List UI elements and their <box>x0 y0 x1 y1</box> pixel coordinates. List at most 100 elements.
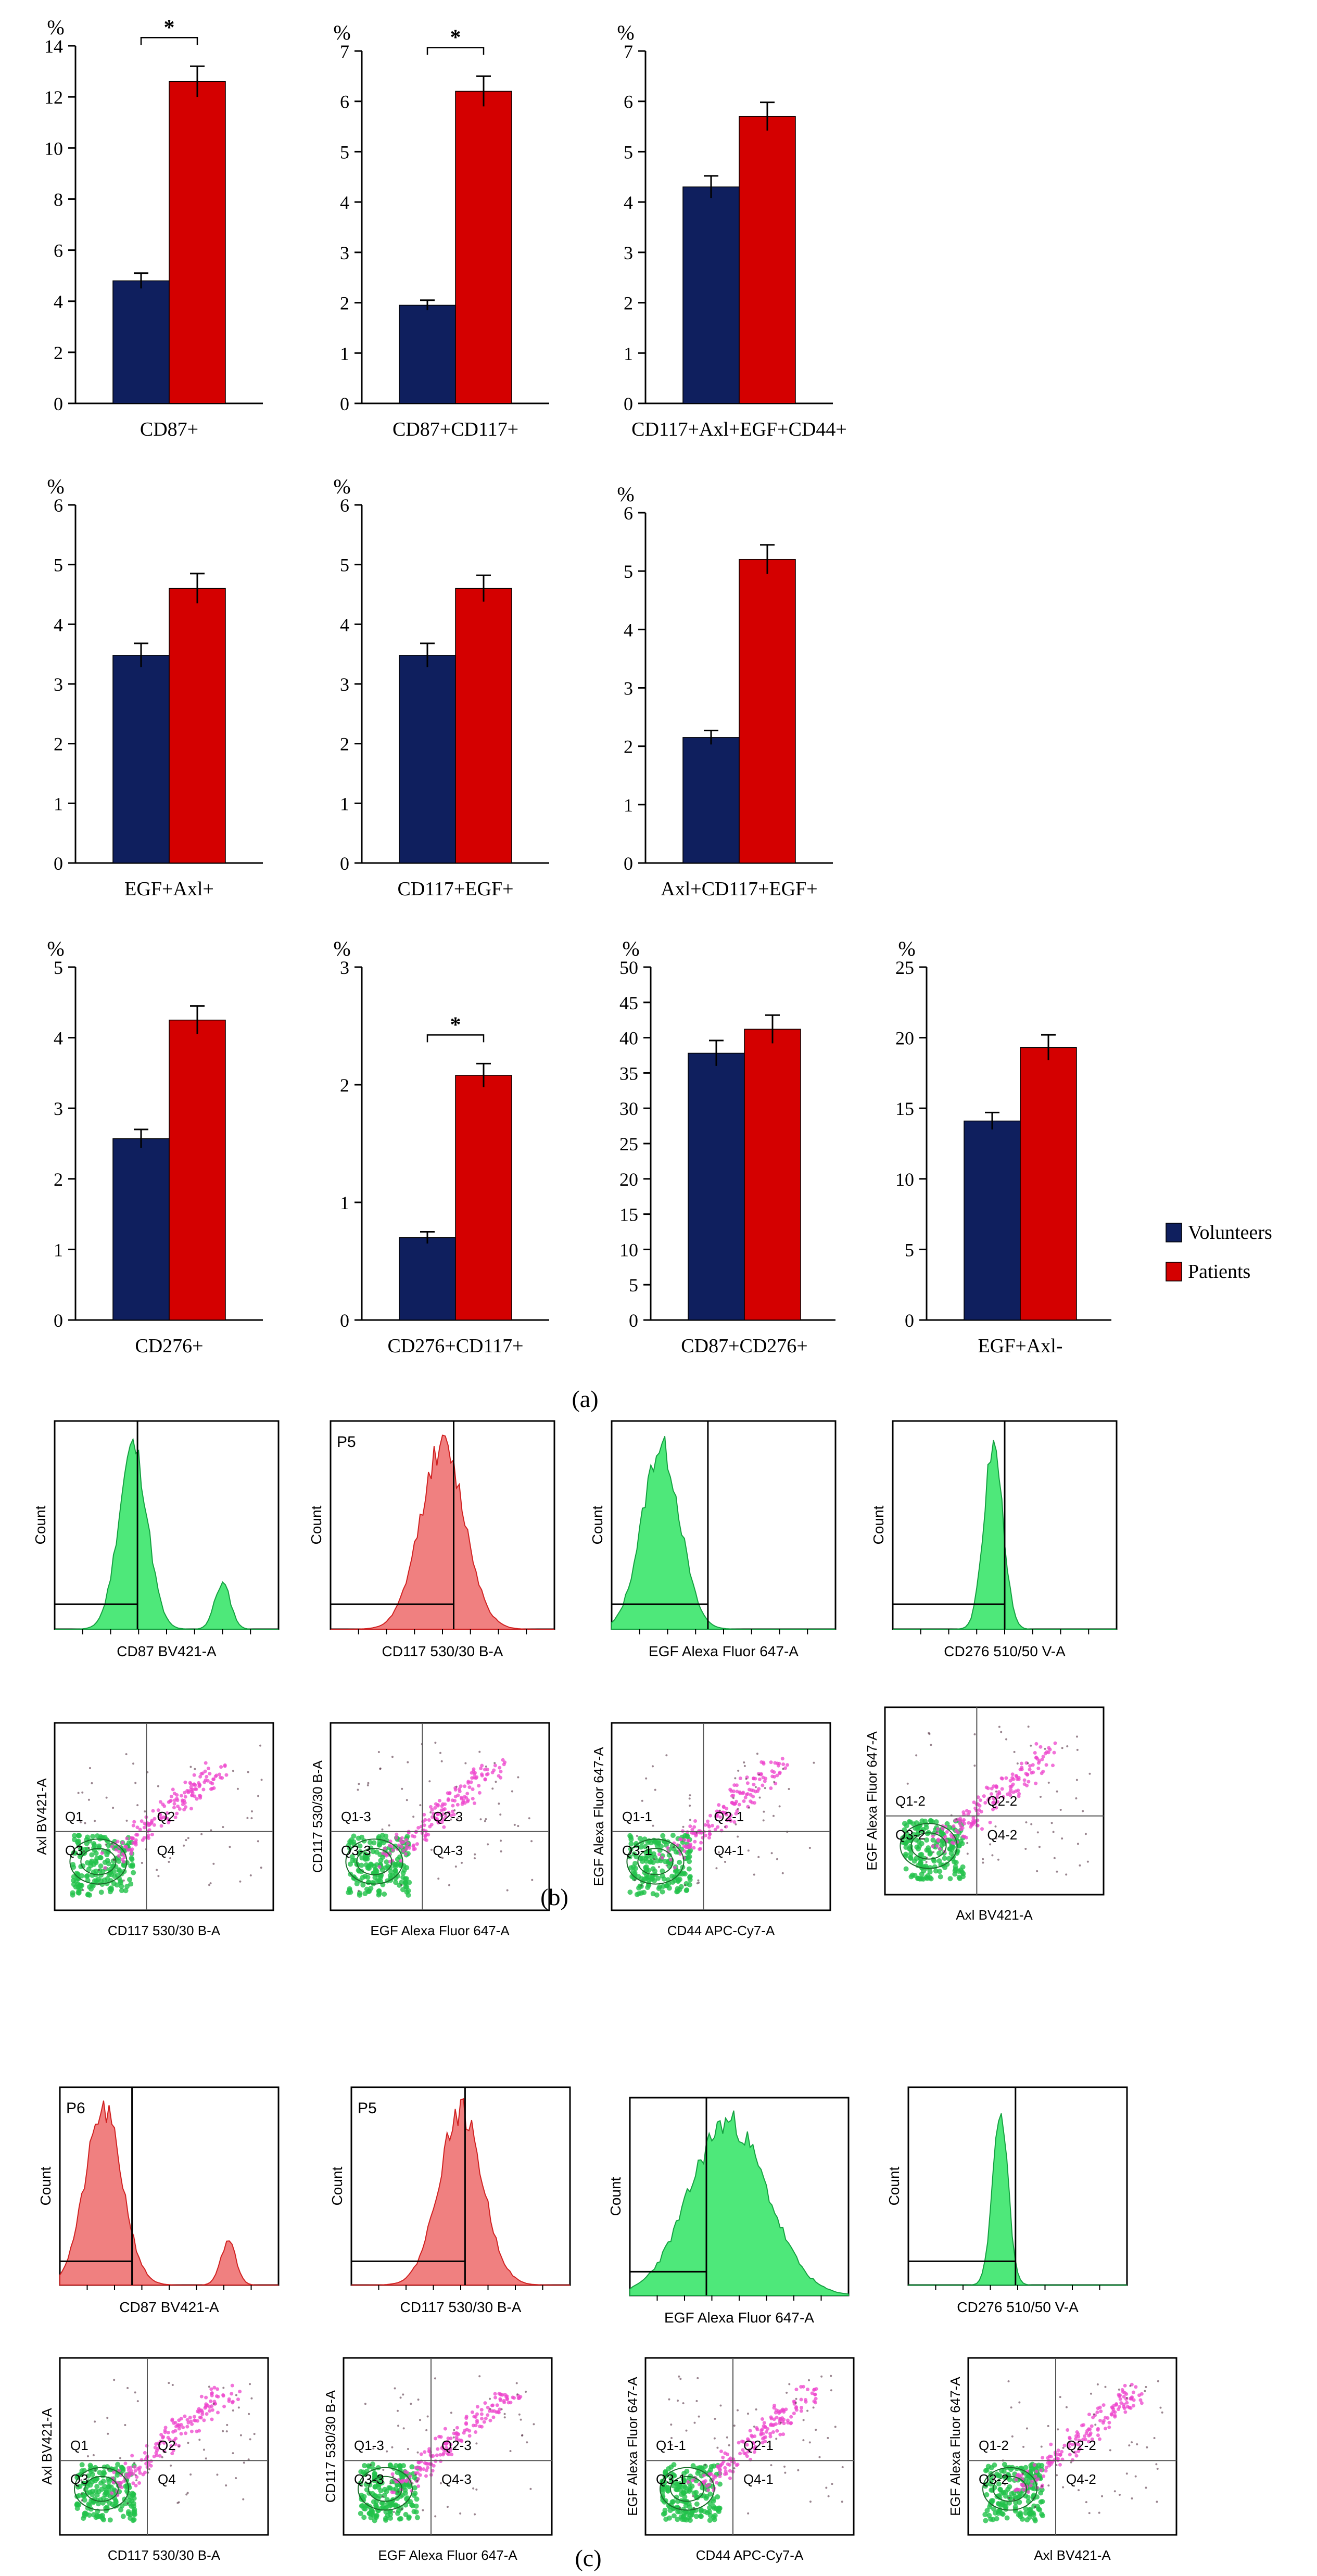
event-dot <box>493 2395 498 2400</box>
event-dot <box>688 1797 691 1800</box>
event-dot <box>728 2463 732 2467</box>
event-dot <box>136 2400 139 2403</box>
event-dot <box>992 1784 996 1788</box>
bar-patients <box>1020 1047 1077 1321</box>
event-dot <box>460 1797 464 1801</box>
event-dot <box>455 2432 460 2436</box>
event-dot <box>89 1858 95 1864</box>
event-dot <box>1125 2472 1128 2475</box>
event-dot <box>195 2419 199 2423</box>
event-dot <box>904 1823 909 1829</box>
event-dot <box>437 2434 441 2439</box>
event-dot <box>402 2427 405 2430</box>
event-dot <box>769 1786 773 1790</box>
gate-label: P5 <box>337 1433 356 1451</box>
y-tick-label: 5 <box>54 555 63 576</box>
event-dot <box>908 1874 914 1880</box>
y-axis-label: Count <box>37 2166 54 2205</box>
event-dot <box>689 1819 691 1821</box>
event-dot <box>392 2490 396 2494</box>
event-dot <box>945 1830 949 1834</box>
event-dot <box>517 1825 520 1828</box>
event-dot <box>717 2481 723 2487</box>
event-dot <box>944 1861 950 1867</box>
event-dot <box>441 1817 445 1821</box>
bar-patients <box>739 116 796 404</box>
event-dot <box>474 2513 476 2516</box>
event-dot <box>704 2464 706 2466</box>
x-axis-label: CD276+CD117+ <box>387 1335 523 1357</box>
event-dot <box>98 2480 104 2486</box>
event-dot <box>500 1839 502 1842</box>
event-dot <box>99 2512 105 2518</box>
event-dot <box>640 1884 643 1887</box>
event-dot <box>931 1858 937 1864</box>
event-dot <box>741 2448 745 2452</box>
event-dot <box>480 1772 484 1776</box>
event-dot <box>90 2471 95 2477</box>
event-dot <box>348 1889 353 1895</box>
event-dot <box>713 2437 716 2440</box>
event-dot <box>143 1821 147 1825</box>
event-dot <box>498 1766 502 1770</box>
event-dot <box>71 1833 77 1838</box>
event-dot <box>936 1837 941 1842</box>
event-dot <box>528 1817 530 1820</box>
event-dot <box>675 2517 680 2522</box>
event-dot <box>134 1782 137 1784</box>
event-dot <box>104 2506 110 2511</box>
event-dot <box>86 2512 92 2518</box>
event-dot <box>1125 2401 1129 2405</box>
y-tick-label: 5 <box>624 561 633 582</box>
event-dot <box>1038 1846 1041 1848</box>
event-dot <box>521 2434 523 2437</box>
event-dot <box>382 1891 387 1897</box>
event-dot <box>988 2516 994 2522</box>
event-dot <box>756 1753 758 1755</box>
event-dot <box>117 1854 121 1858</box>
event-dot <box>386 2450 388 2453</box>
event-dot <box>209 2399 213 2403</box>
event-dot <box>446 2506 449 2508</box>
event-dot <box>131 1841 135 1845</box>
event-dot <box>515 2382 518 2384</box>
event-dot <box>1144 2390 1146 2392</box>
event-dot <box>444 2442 448 2446</box>
event-dot <box>984 2467 990 2473</box>
event-dot <box>1020 1766 1024 1770</box>
event-dot <box>684 2468 690 2474</box>
event-dot <box>402 1876 408 1882</box>
event-dot <box>194 1768 196 1770</box>
event-dot <box>751 2441 755 2445</box>
event-dot <box>766 2427 770 2431</box>
event-dot <box>225 2430 228 2433</box>
event-dot <box>171 2448 175 2453</box>
contour-line <box>368 2476 402 2502</box>
event-dot <box>172 1801 176 1806</box>
event-dot <box>925 1873 931 1879</box>
event-dot <box>706 1819 710 1823</box>
event-dot <box>698 2513 703 2519</box>
event-dot <box>1014 2478 1018 2482</box>
event-dot <box>732 1820 737 1824</box>
event-dot <box>1022 2488 1026 2492</box>
event-dot <box>216 2394 220 2399</box>
event-dot <box>392 2476 395 2478</box>
gate-label: P6 <box>66 2100 85 2117</box>
event-dot <box>503 2392 507 2396</box>
event-dot <box>226 2423 229 2426</box>
event-dot <box>946 1856 952 1861</box>
event-dot <box>120 2514 126 2519</box>
quadrant-label: Q1-2 <box>895 1793 926 1809</box>
event-dot <box>134 2483 138 2488</box>
significance-bracket <box>426 1034 485 1043</box>
event-dot <box>157 1875 160 1877</box>
event-dot <box>474 1776 478 1780</box>
event-dot <box>789 2415 793 2419</box>
event-dot <box>1155 2463 1158 2466</box>
event-dot <box>924 1837 930 1843</box>
event-dot <box>707 1832 712 1836</box>
